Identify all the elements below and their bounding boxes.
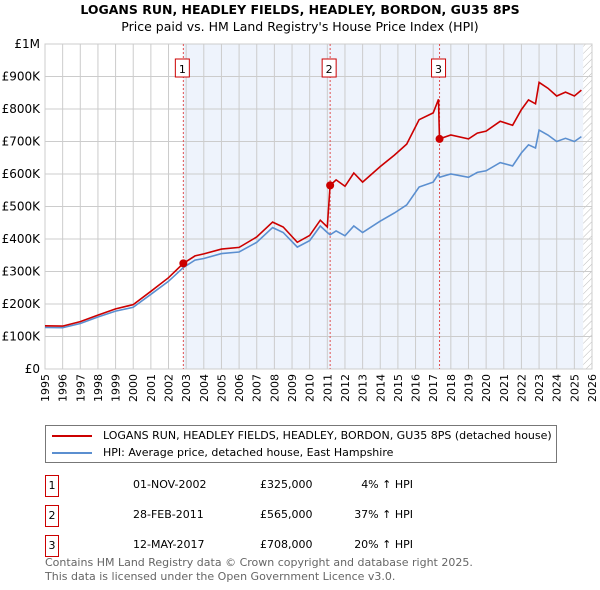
x-tick-label: 2001 (145, 374, 158, 402)
y-tick-label: £100K (2, 330, 42, 344)
x-tick-label: 2019 (462, 374, 475, 402)
plot-border (44, 43, 593, 370)
sale-label-box (431, 58, 447, 78)
sale-hpi: 4% ↑ HPI (361, 478, 413, 491)
x-tick-label: 1997 (74, 374, 87, 402)
x-tick-label: 2021 (498, 374, 511, 402)
y-tick-label: £900K (2, 70, 42, 84)
x-tick-label: 2012 (339, 374, 352, 402)
y-tick-label: £300K (2, 265, 42, 279)
legend-label: LOGANS RUN, HEADLEY FIELDS, HEADLEY, BOR… (103, 429, 552, 442)
legend-swatch-blue (52, 452, 92, 454)
x-tick-label: 2007 (251, 374, 264, 402)
x-tick-label: 2022 (515, 374, 528, 402)
x-tick-label: 2018 (445, 374, 458, 402)
x-tick-label: 2025 (568, 374, 581, 402)
sale-price: £325,000 (260, 478, 313, 491)
x-tick-label: 2026 (586, 374, 599, 402)
x-tick-label: 2023 (533, 374, 546, 402)
hpi-line (44, 128, 582, 329)
x-tick-label: 2009 (286, 374, 299, 402)
sale-label-box (174, 58, 190, 78)
x-tick-label: 1998 (92, 374, 105, 402)
sale-row: 3 12-MAY-2017 £708,000 20% ↑ HPI (45, 535, 445, 557)
x-tick-label: 2008 (268, 374, 281, 402)
sale-date: 01-NOV-2002 (133, 478, 207, 491)
x-tick-label: 2006 (233, 374, 246, 402)
sale-marker: 3 (45, 535, 59, 557)
sale-date: 28-FEB-2011 (133, 508, 204, 521)
legend-swatch-red (52, 435, 92, 437)
sale-marker: 1 (45, 475, 59, 497)
x-tick-label: 2020 (480, 374, 493, 402)
x-tick-label: 1999 (110, 374, 123, 402)
chart-subtitle: Price paid vs. HM Land Registry's House … (121, 19, 479, 34)
x-tick-label: 1995 (39, 374, 52, 402)
sale-label: 1 (179, 63, 186, 76)
x-tick-label: 2015 (392, 374, 405, 402)
y-tick-label: £600K (2, 167, 42, 181)
x-tick-label: 2004 (198, 374, 211, 402)
x-tick-label: 2024 (551, 374, 564, 402)
sale-label: 3 (435, 63, 442, 76)
price-chart: £0 £100K £200K £300K £400K £500K £600K £700K £80… (2, 37, 599, 402)
x-tick-label: 2002 (163, 374, 176, 402)
y-tick-label: £1M (14, 37, 40, 51)
sale-point (435, 134, 444, 143)
y-tick-label: £800K (2, 102, 42, 116)
x-tick-label: 2011 (321, 374, 334, 402)
sale-marker: 2 (45, 505, 59, 527)
y-tick-label: £0 (25, 362, 40, 376)
y-tick-label: £500K (2, 200, 42, 214)
footer: Contains HM Land Registry data © Crown c… (45, 556, 473, 584)
legend-item-property: LOGANS RUN, HEADLEY FIELDS, HEADLEY, BOR… (52, 429, 552, 443)
x-tick-label: 2016 (410, 374, 423, 402)
legend-item-hpi: HPI: Average price, detached house, East… (52, 446, 393, 460)
y-tick-label: £400K (2, 232, 42, 246)
sale-hpi: 20% ↑ HPI (354, 538, 413, 551)
footer-line: This data is licensed under the Open Gov… (45, 570, 396, 583)
sale-point (179, 259, 188, 268)
sale-row: 1 01-NOV-2002 £325,000 4% ↑ HPI (45, 475, 445, 497)
legend: LOGANS RUN, HEADLEY FIELDS, HEADLEY, BOR… (45, 425, 557, 463)
legend-label: HPI: Average price, detached house, East… (103, 446, 394, 459)
sale-label: 2 (326, 63, 333, 76)
y-tick-label: £700K (2, 135, 42, 149)
sale-point (326, 181, 335, 190)
y-tick-label: £200K (2, 297, 42, 311)
property-line (44, 81, 582, 327)
x-tick-label: 2010 (304, 374, 317, 402)
x-tick-label: 2017 (427, 374, 440, 402)
sale-label-box (321, 58, 337, 78)
sale-hpi: 37% ↑ HPI (354, 508, 413, 521)
x-tick-label: 2014 (374, 374, 387, 402)
x-tick-label: 2013 (357, 374, 370, 402)
x-tick-label: 1996 (57, 374, 70, 402)
chart-title: LOGANS RUN, HEADLEY FIELDS, HEADLEY, BOR… (80, 2, 520, 17)
x-tick-label: 2005 (215, 374, 228, 402)
sale-price: £565,000 (260, 508, 313, 521)
sale-date: 12-MAY-2017 (133, 538, 205, 551)
x-tick-label: 2003 (180, 374, 193, 402)
footer-line: Contains HM Land Registry data © Crown c… (45, 556, 473, 569)
sale-price: £708,000 (260, 538, 313, 551)
sale-row: 2 28-FEB-2011 £565,000 37% ↑ HPI (45, 505, 445, 527)
x-tick-label: 2000 (127, 374, 140, 402)
